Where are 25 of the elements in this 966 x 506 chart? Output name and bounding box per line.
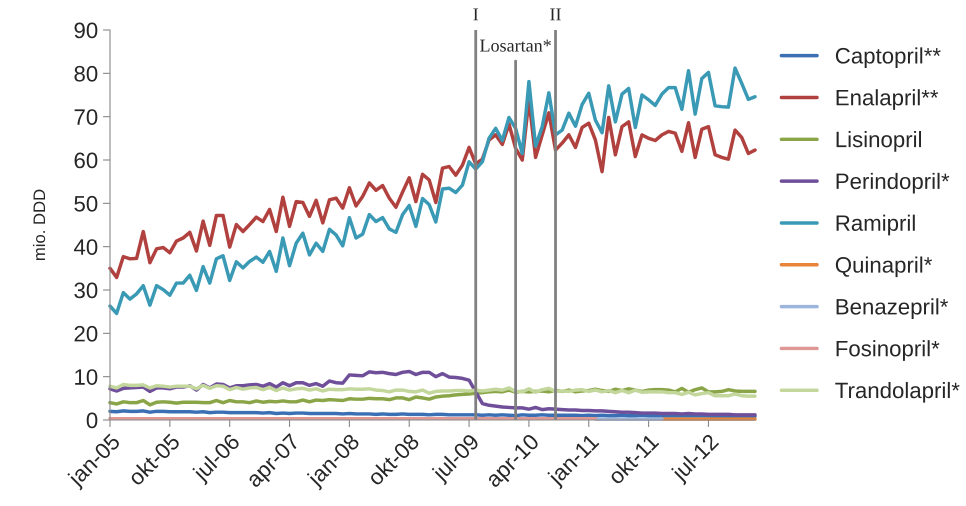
- y-tick-label: 30: [74, 282, 98, 298]
- ref-line-label: Losartan*: [480, 40, 551, 52]
- y-tick-label: 50: [74, 196, 98, 212]
- y-tick-label: 40: [74, 239, 98, 255]
- legend-label: Perindopril*: [836, 172, 950, 194]
- y-tick-label: 0: [86, 412, 98, 428]
- y-tick-label: 20: [74, 326, 98, 342]
- y-axis-title: mio. DDD: [32, 190, 46, 260]
- ref-line-label: II: [550, 8, 561, 20]
- y-tick-label: 70: [74, 109, 98, 125]
- y-tick-label: 10: [75, 369, 98, 385]
- ref-line-label: I: [473, 8, 478, 20]
- legend-label: Benazepril*: [836, 298, 948, 320]
- line-series: [108, 382, 757, 398]
- legend-label: Ramipril: [836, 214, 915, 236]
- y-tick-label: 90: [74, 22, 98, 38]
- legend-label: Enalapril**: [836, 89, 938, 110]
- legend-label: Captopril**: [836, 47, 941, 68]
- legend-label: Fosinopril*: [836, 340, 940, 361]
- y-tick-label: 80: [74, 66, 98, 82]
- line-series: [108, 66, 757, 316]
- y-tick-label: 60: [74, 152, 98, 168]
- legend-label: Quinapril*: [836, 256, 932, 278]
- legend-label: Lisinopril: [836, 130, 921, 152]
- legend-label: Trandolapril*: [835, 382, 960, 403]
